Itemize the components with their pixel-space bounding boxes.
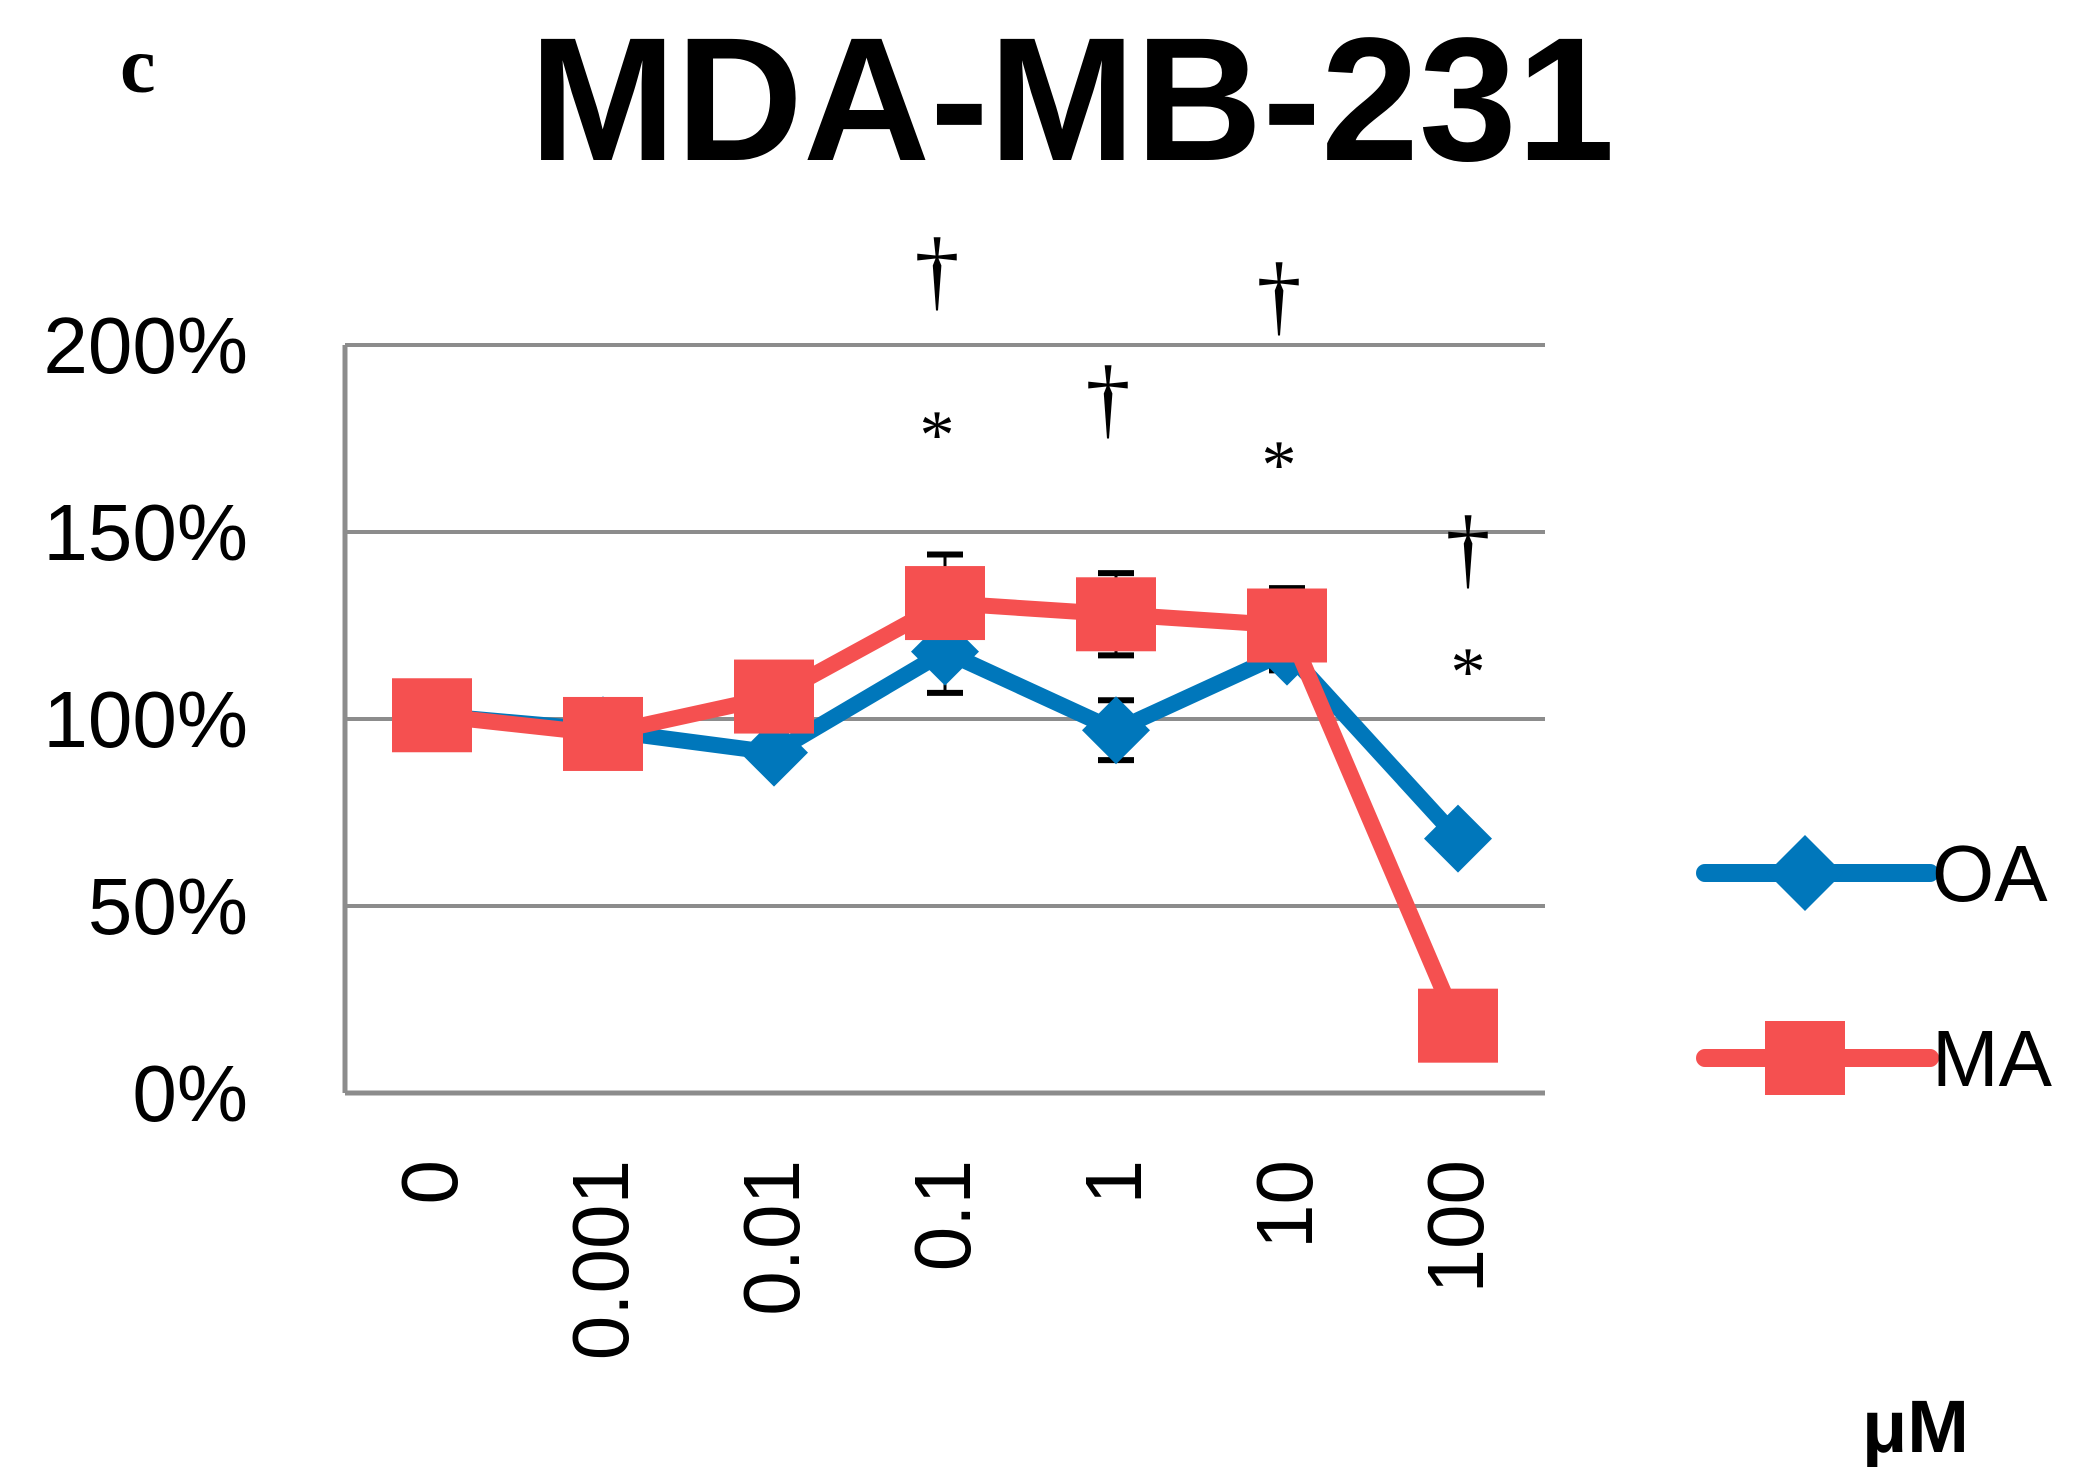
chart-title: MDA-MB-231 xyxy=(529,2,1614,198)
legend-label-OA: OA xyxy=(1932,829,2048,918)
x-tick-label: 100 xyxy=(1411,1160,1500,1293)
legend-marker-OA xyxy=(1767,835,1843,911)
legend-label-MA: MA xyxy=(1932,1014,2053,1103)
significance-annotations: † * † † * † * xyxy=(915,221,1491,711)
x-tick-label: 0 xyxy=(385,1160,474,1205)
y-tick-label: 100% xyxy=(43,675,248,764)
data-point-MA xyxy=(1247,588,1327,663)
data-point-OA xyxy=(740,718,808,787)
x-tick-label: 0.01 xyxy=(727,1160,816,1316)
y-tick-labels: 0% 50% 100% 150% 200% xyxy=(43,301,248,1138)
x-tick-label: 0.001 xyxy=(556,1160,645,1360)
x-tick-label: 0.1 xyxy=(898,1160,987,1271)
dagger-mark: † xyxy=(1086,349,1131,448)
data-point-MA xyxy=(905,566,985,641)
data-point-MA xyxy=(1076,577,1156,652)
y-tick-label: 200% xyxy=(43,301,248,390)
data-point-MA xyxy=(1418,988,1498,1063)
panel-label: c xyxy=(120,22,156,110)
data-point-MA xyxy=(563,696,643,771)
legend-marker-MA xyxy=(1765,1021,1845,1095)
legend: OA MA xyxy=(1696,829,2053,1103)
asterisk-mark: * xyxy=(920,397,955,474)
x-tick-labels: 0 0.001 0.01 0.1 1 10 100 xyxy=(385,1160,1500,1360)
data-point-MA xyxy=(734,659,814,734)
data-point-OA xyxy=(1424,804,1492,873)
dagger-mark: † xyxy=(1257,246,1302,345)
x-tick-label: 10 xyxy=(1240,1160,1329,1249)
y-tick-label: 0% xyxy=(132,1049,248,1138)
dagger-mark: † xyxy=(1446,499,1491,598)
asterisk-mark: * xyxy=(1451,634,1486,711)
asterisk-mark: * xyxy=(1262,427,1297,504)
dagger-mark: † xyxy=(915,221,960,320)
y-tick-label: 150% xyxy=(43,488,248,577)
series xyxy=(392,566,1498,1063)
x-axis-unit-label: μM xyxy=(1862,1385,1969,1468)
data-point-MA xyxy=(392,678,472,753)
axes xyxy=(342,345,1545,1096)
x-tick-label: 1 xyxy=(1069,1160,1158,1205)
data-point-OA xyxy=(1082,696,1150,765)
y-tick-label: 50% xyxy=(88,862,248,951)
